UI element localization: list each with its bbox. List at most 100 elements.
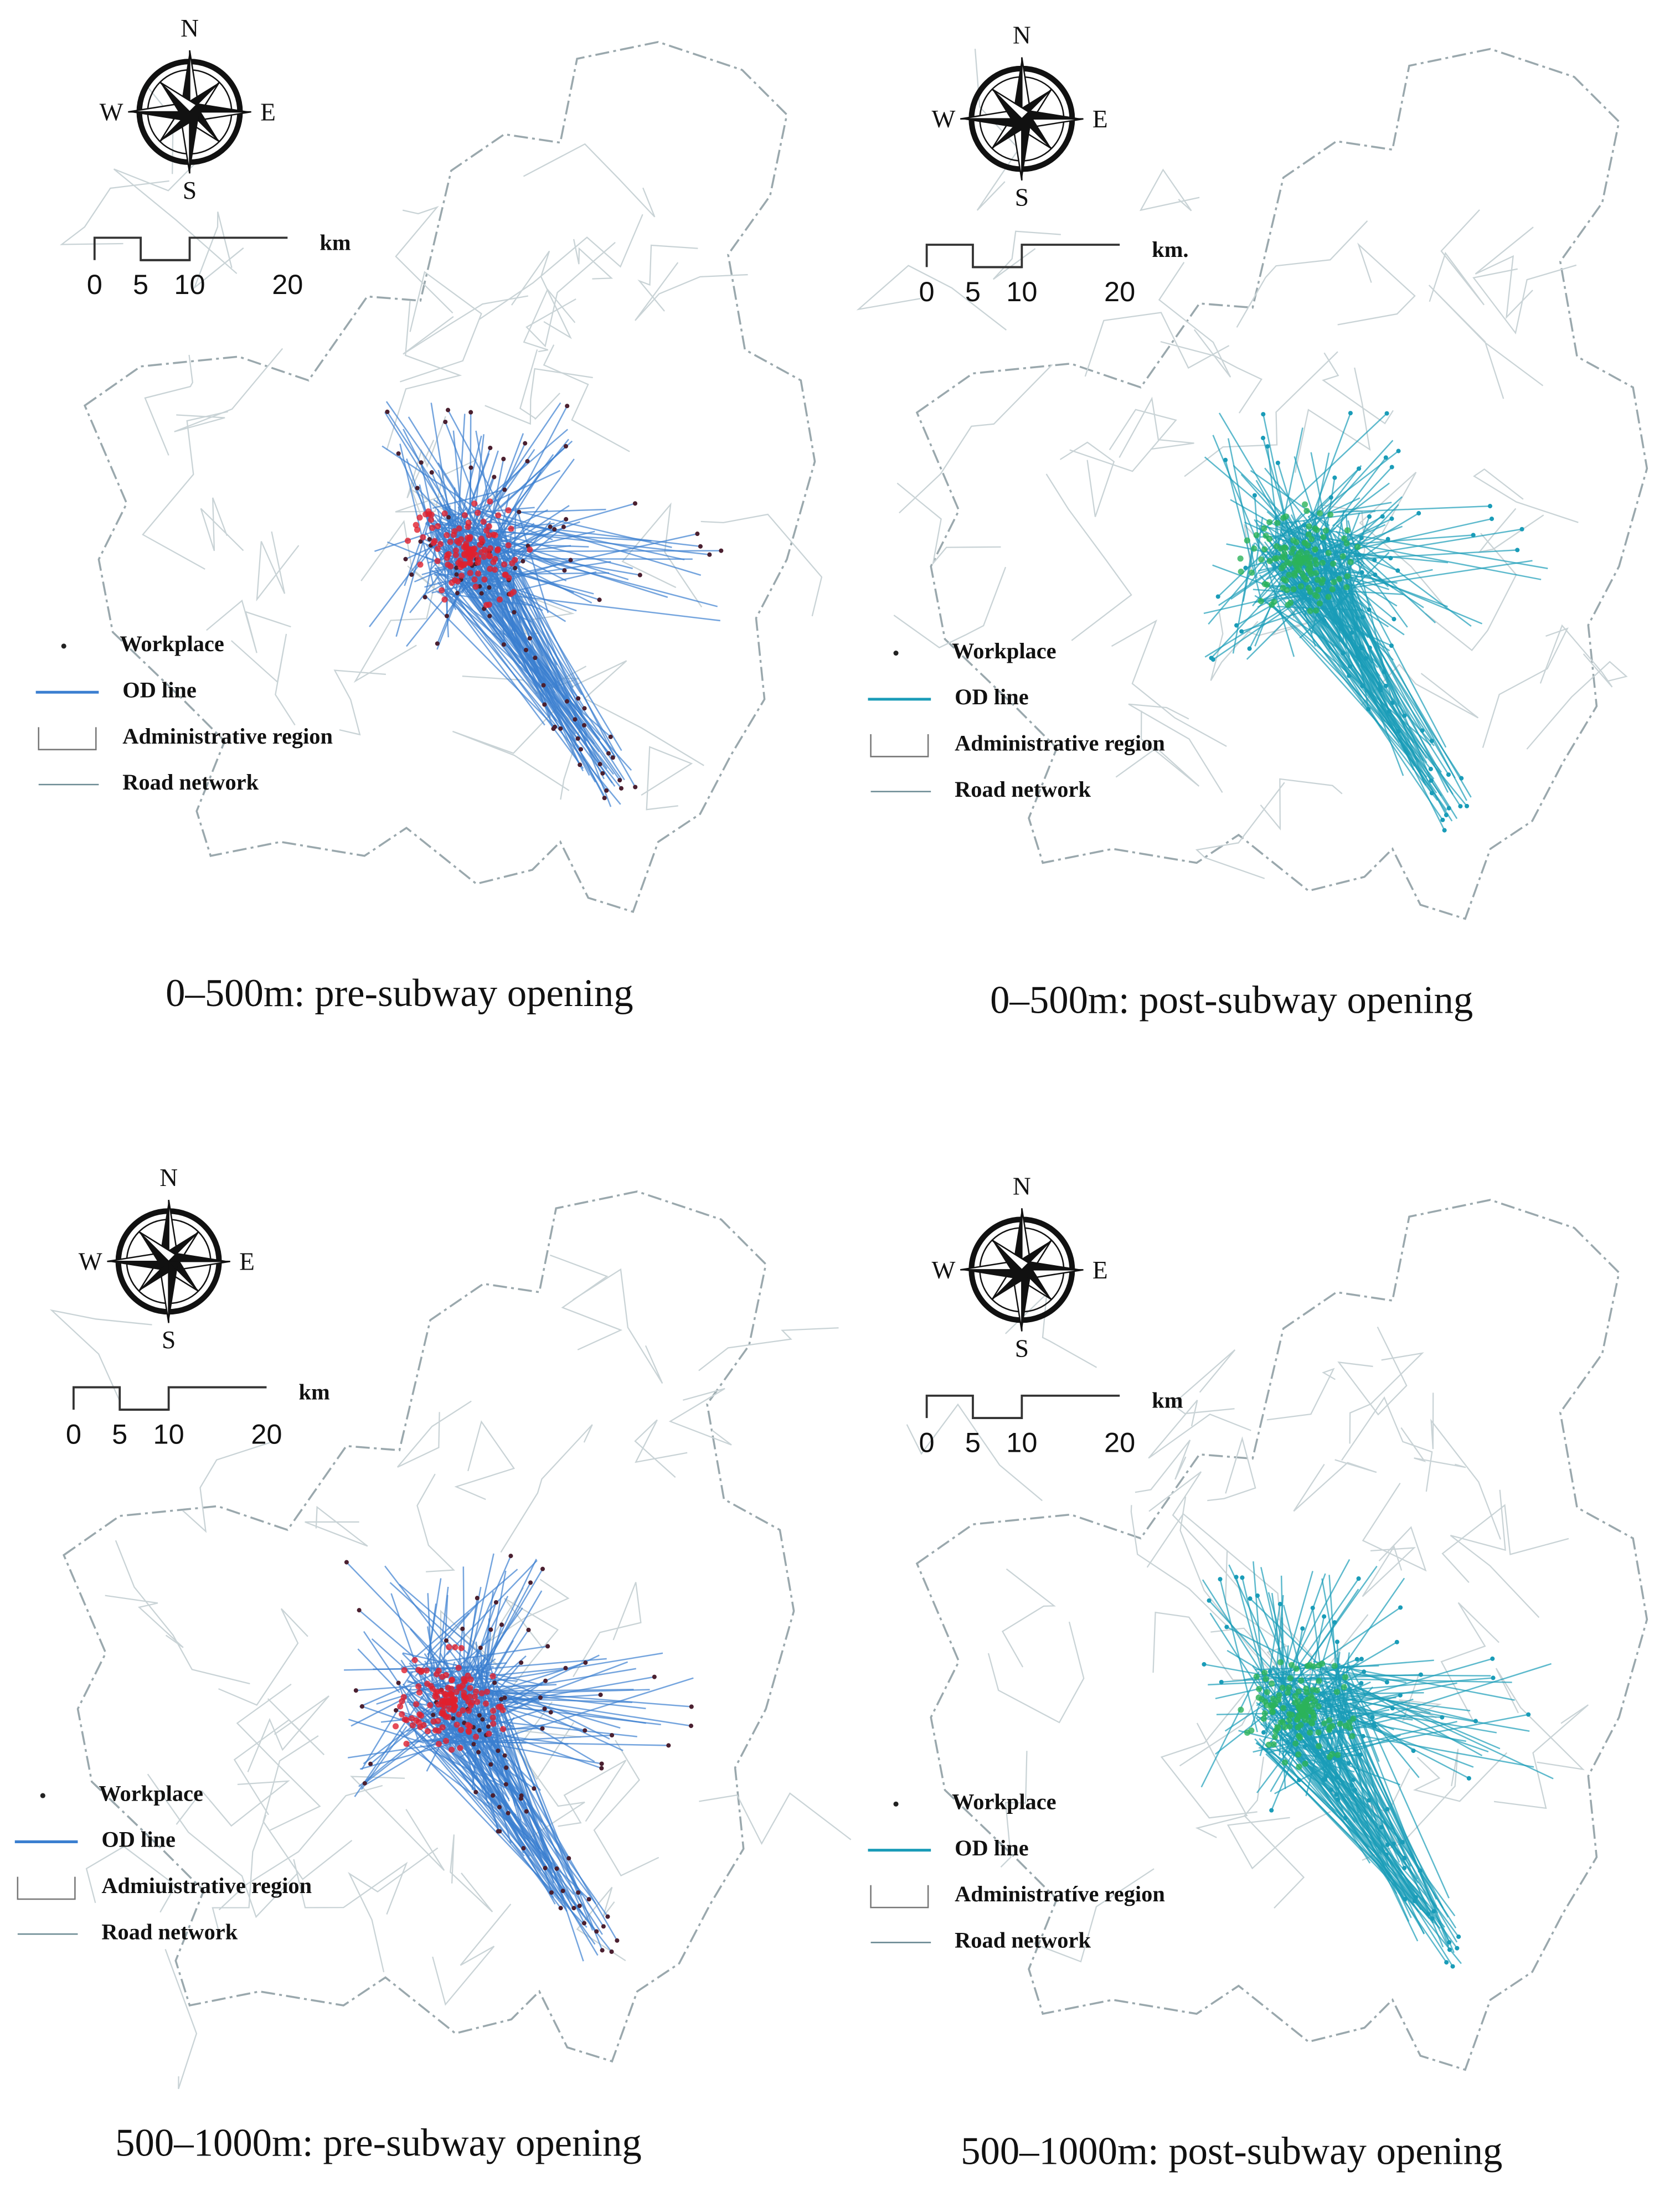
od-line <box>505 505 570 548</box>
workplace-dot <box>492 532 498 539</box>
workplace-dot <box>1313 607 1320 614</box>
workplace-dot <box>394 1708 399 1713</box>
road <box>1266 1368 1336 1421</box>
workplace-dot <box>1519 527 1524 532</box>
workplace-dot <box>1312 592 1318 599</box>
od-line <box>1264 467 1336 555</box>
workplace-dot <box>1359 535 1364 540</box>
workplace-dot <box>483 1688 491 1695</box>
workplace-dot <box>1391 1841 1396 1847</box>
od-line <box>1270 1754 1293 1792</box>
workplace-dot <box>468 410 473 415</box>
workplace-dot <box>475 570 482 577</box>
workplace-dot <box>1279 1719 1286 1725</box>
workplace-dot <box>1261 436 1266 441</box>
workplace-dot <box>1515 548 1520 553</box>
od-line <box>1321 477 1336 563</box>
workplace-dot <box>523 441 528 446</box>
workplace-dot <box>1238 568 1244 575</box>
workplace-dot <box>1487 504 1493 509</box>
workplace-dot <box>600 771 605 776</box>
workplace-dot <box>495 512 502 519</box>
legend-label: OD line <box>955 684 1029 709</box>
workplace-dot <box>1349 630 1354 635</box>
workplace-dot <box>457 1726 465 1733</box>
road <box>1000 1751 1028 1868</box>
od-line <box>366 1739 442 1785</box>
road <box>1128 703 1223 793</box>
workplace-dot <box>1429 739 1434 744</box>
workplace-dot <box>1349 1732 1356 1740</box>
workplace-dot <box>396 1680 401 1685</box>
workplace-dot <box>1274 1724 1281 1731</box>
workplace-dot <box>521 1846 526 1851</box>
road <box>147 1773 298 1918</box>
workplace-dot <box>698 544 703 549</box>
od-line <box>1334 502 1392 513</box>
workplace-dot <box>1305 1696 1311 1703</box>
od-line <box>494 1694 584 1962</box>
road <box>906 1403 1043 1502</box>
workplace-dot <box>598 1692 603 1698</box>
compass-point <box>159 82 190 119</box>
workplace-dot <box>1491 1675 1496 1680</box>
workplace-dot <box>601 1924 606 1929</box>
road <box>550 1254 623 1350</box>
panel-caption: 500–1000m: post-subway opening <box>961 2129 1502 2173</box>
workplace-dot <box>502 1753 507 1758</box>
workplace-dot <box>475 1596 480 1601</box>
road <box>360 519 451 603</box>
road <box>593 1740 659 1877</box>
workplace-dot <box>1269 601 1275 608</box>
workplace-dot <box>1302 523 1307 528</box>
workplace-dot <box>564 517 569 522</box>
od-line <box>447 1687 692 1727</box>
workplace-dot <box>1207 1598 1212 1603</box>
od-line <box>494 522 555 532</box>
workplace-dot <box>1444 1960 1449 1965</box>
od-line <box>410 1628 449 1674</box>
workplace-dot <box>397 1703 404 1710</box>
workplace-dot <box>1403 1896 1408 1902</box>
workplace-dot <box>418 539 423 544</box>
workplace-dot <box>1321 1720 1328 1727</box>
workplace-dot <box>429 524 436 532</box>
workplace-dot <box>562 568 567 573</box>
workplace-dot <box>1341 1684 1347 1690</box>
compass-point <box>991 89 1030 120</box>
workplace-dot <box>1323 599 1328 604</box>
workplace-dot <box>454 572 459 577</box>
workplace-dot <box>1302 501 1308 508</box>
scale-label: 5 <box>965 276 981 307</box>
workplace-dot <box>1305 542 1311 549</box>
compass-east: E <box>1092 1256 1108 1284</box>
map-panel: N S W E 0 5 10 20 km Workplace OD line Administrati… <box>35 14 823 1015</box>
od-line <box>434 1658 607 1674</box>
workplace-dot <box>399 1711 405 1718</box>
workplace-dot <box>476 1750 481 1755</box>
od-line <box>469 1662 510 1770</box>
od-line <box>1268 1663 1552 1754</box>
workplace-dot <box>538 1695 543 1700</box>
road <box>353 556 442 683</box>
od-line <box>481 1676 655 1709</box>
workplace-dot <box>1384 1680 1389 1685</box>
od-line <box>1241 1577 1268 1684</box>
road <box>1493 1704 1589 1809</box>
workplace-dot <box>1344 573 1351 580</box>
workplace-dot <box>1387 709 1392 714</box>
workplace-dot <box>1313 527 1320 533</box>
workplace-dot <box>461 552 468 559</box>
road <box>1139 168 1200 212</box>
compass-point <box>138 1231 177 1263</box>
workplace-dot <box>1334 1752 1341 1758</box>
od-line <box>1346 1688 1420 1778</box>
compass-south: S <box>183 176 197 204</box>
workplace-dot <box>1248 1727 1255 1734</box>
workplace-dot <box>447 539 454 545</box>
od-line <box>437 581 545 726</box>
legend-label: Road network <box>122 770 259 795</box>
workplace-dot <box>666 1743 671 1748</box>
workplace-dot <box>610 1732 615 1738</box>
workplace-dot <box>452 551 459 559</box>
